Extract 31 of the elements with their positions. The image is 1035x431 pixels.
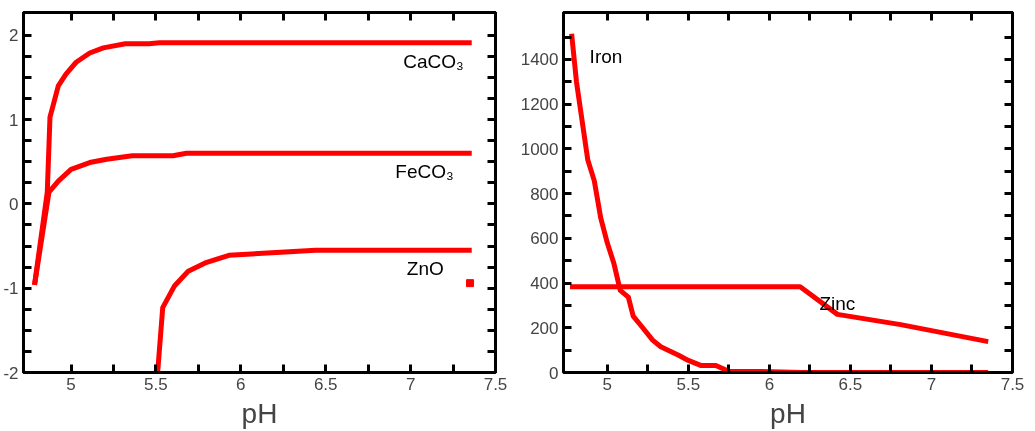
- y-tick-label: 1400: [520, 50, 559, 70]
- x-tick-label: 6.5: [838, 374, 863, 394]
- y-tick-label: 1200: [520, 95, 559, 115]
- series-label: CaCO₃: [403, 50, 464, 72]
- y-tick-label: 1000: [520, 139, 559, 159]
- x-tick-label: 5: [602, 374, 613, 394]
- x-tick-label: 7: [405, 374, 416, 394]
- series-label: FeCO₃: [395, 161, 454, 183]
- y-tick-label: 200: [530, 318, 559, 338]
- y-tick-label: -1: [3, 279, 19, 299]
- series-label: Iron: [589, 45, 623, 67]
- x-axis-title: pH: [241, 397, 278, 429]
- x-tick-label: 5.5: [144, 374, 168, 394]
- y-tick-label: 0: [9, 194, 19, 214]
- y-tick-label: 1: [9, 110, 19, 130]
- x-tick-label: 7.5: [1000, 374, 1025, 394]
- x-tick-label: 5.5: [676, 374, 701, 394]
- y-tick-label: 800: [530, 184, 559, 204]
- x-tick-label: 6.5: [313, 374, 338, 394]
- x-tick-label: 6: [236, 374, 246, 394]
- y-tick-label: 2: [9, 26, 19, 46]
- x-tick-label: 6: [764, 374, 775, 394]
- series-label: ZnO: [406, 258, 444, 280]
- y-tick-label: 600: [530, 229, 559, 249]
- x-tick-label: 7.5: [483, 374, 508, 394]
- y-tick-label: 0: [549, 363, 559, 383]
- x-tick-label: 5: [66, 374, 76, 394]
- x-axis-title: pH: [770, 397, 806, 429]
- y-tick-label: -2: [3, 363, 19, 383]
- x-tick-label: 7: [926, 374, 937, 394]
- y-tick-label: 400: [530, 274, 559, 294]
